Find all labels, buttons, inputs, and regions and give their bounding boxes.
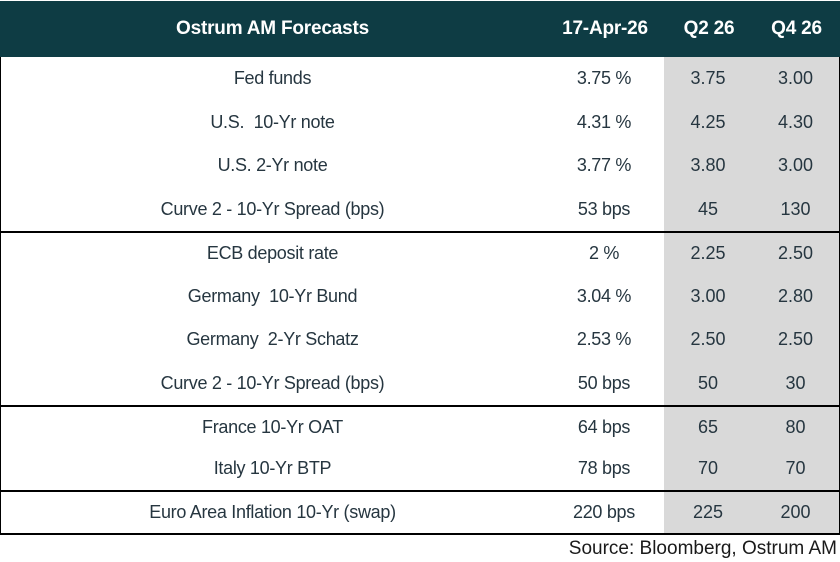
row-label: U.S. 2-Yr note [217,155,328,176]
q4-forecast-cell: 2.50 [752,233,839,275]
q2-forecast-cell: 225 [664,492,752,533]
row-label: Curve 2 - 10-Yr Spread (bps) [160,198,385,219]
row-label: Fed funds [233,68,312,89]
row-label: Curve 2 - 10-Yr Spread (bps) [160,372,385,393]
row-label: Italy 10-Yr BTP [213,458,332,479]
column-header-date: 17-Apr-26 [562,18,648,39]
current-value-cell: 50 bps [577,372,631,393]
column-header-q2: Q2 26 [683,18,735,39]
current-value-cell: 3.77 % [576,155,632,176]
q4-forecast-cell: 2.80 [752,274,839,318]
q2-forecast-cell: 3.75 [664,57,752,101]
q4-forecast-cell: 30 [752,361,839,405]
current-value-cell: 220 bps [573,502,635,522]
table-row: U.S. 10-Yr note 4.31 % 4.25 4.30 [1,100,839,144]
q2-forecast-cell: 50 [664,361,752,405]
table-row: Italy 10-Yr BTP 78 bps 70 70 [1,447,839,490]
current-value-cell: 2 % [588,243,620,264]
q4-forecast-cell: 3.00 [752,57,839,101]
q4-forecast-cell: 3.00 [752,144,839,188]
row-label: Germany 10-Yr Bund [187,285,358,306]
row-label: U.S. 10-Yr note [210,111,335,132]
table-body: Fed funds 3.75 % 3.75 3.00 U.S. 10-Yr no… [0,57,840,535]
table-row: ECB deposit rate 2 % 2.25 2.50 [1,231,839,275]
q2-forecast-cell: 2.25 [664,233,752,275]
column-header-q4: Q4 26 [771,18,822,39]
q2-forecast-cell: 45 [664,187,752,231]
q4-forecast-cell: 130 [752,187,839,231]
q2-forecast-cell: 65 [664,407,752,448]
table-header-row: Ostrum AM Forecasts 17-Apr-26 Q2 26 Q4 2… [0,0,840,57]
table-row: Curve 2 - 10-Yr Spread (bps) 53 bps 45 1… [1,187,839,231]
table-row: Curve 2 - 10-Yr Spread (bps) 50 bps 50 3… [1,361,839,405]
table-row: Fed funds 3.75 % 3.75 3.00 [1,57,839,101]
source-note: Source: Bloomberg, Ostrum AM [568,537,837,559]
table-row: Germany 10-Yr Bund 3.04 % 3.00 2.80 [1,274,839,318]
table-row: U.S. 2-Yr note 3.77 % 3.80 3.00 [1,144,839,188]
q2-forecast-cell: 3.00 [664,274,752,318]
current-value-cell: 3.75 % [576,68,632,89]
current-value-cell: 53 bps [577,198,631,219]
table-row: France 10-Yr OAT 64 bps 65 80 [1,405,839,448]
current-value-cell: 64 bps [577,416,631,437]
current-value-cell: 3.04 % [576,285,632,306]
q4-forecast-cell: 70 [752,447,839,490]
current-value-cell: 2.53 % [576,329,632,350]
row-label: Euro Area Inflation 10-Yr (swap) [149,502,396,522]
q2-forecast-cell: 4.25 [664,100,752,144]
q2-forecast-cell: 3.80 [664,144,752,188]
row-label: France 10-Yr OAT [202,416,343,437]
table-title: Ostrum AM Forecasts [176,18,369,39]
current-value-cell: 4.31 % [576,111,632,132]
q4-forecast-cell: 2.50 [752,318,839,362]
row-label: Germany 2-Yr Schatz [186,329,359,350]
q2-forecast-cell: 70 [664,447,752,490]
q4-forecast-cell: 80 [752,407,839,448]
q4-forecast-cell: 4.30 [752,100,839,144]
table-row: Euro Area Inflation 10-Yr (swap) 220 bps… [1,490,839,533]
row-label: ECB deposit rate [206,243,339,264]
q2-forecast-cell: 2.50 [664,318,752,362]
q4-forecast-cell: 200 [752,492,839,533]
table-row: Germany 2-Yr Schatz 2.53 % 2.50 2.50 [1,318,839,362]
current-value-cell: 78 bps [577,458,631,479]
